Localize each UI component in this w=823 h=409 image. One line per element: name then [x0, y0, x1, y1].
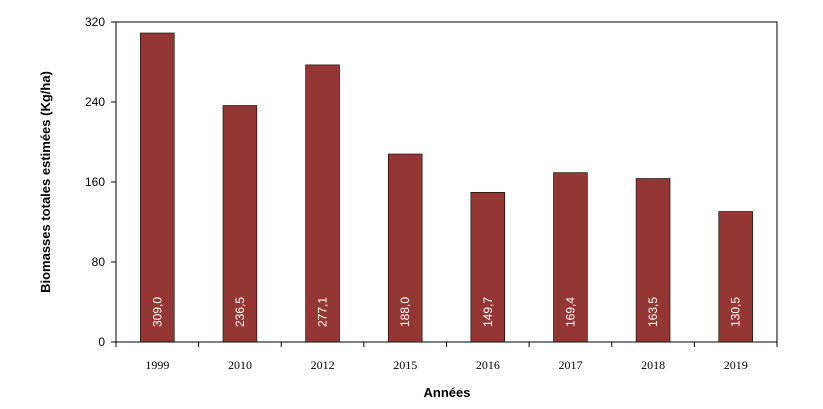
bar	[222, 105, 258, 343]
plot-area	[115, 21, 778, 343]
x-tick-label: 2018	[641, 358, 665, 372]
y-axis-title: Biomasses totales estimées (Kg/ha)	[38, 71, 53, 293]
data-labels: 309,0 236,5 277,1 188,0 149,7 169,4 163,5 130,5	[150, 297, 742, 327]
bar	[305, 64, 340, 343]
x-tick-label: 2010	[228, 358, 252, 372]
data-label: 149,7	[481, 297, 495, 327]
y-tick-label: 160	[85, 175, 105, 189]
data-label: 277,1	[316, 297, 330, 327]
bar	[718, 211, 753, 343]
data-label: 188,0	[398, 297, 412, 327]
x-tick-label: 1999	[145, 358, 169, 372]
y-tick-label: 240	[85, 95, 105, 109]
x-tick-label: 2016	[476, 358, 500, 372]
bar	[553, 172, 588, 343]
y-tick-label: 0	[98, 335, 105, 349]
x-axis-title: Années	[424, 385, 471, 400]
data-label: 309,0	[150, 297, 164, 327]
plot-frame	[115, 21, 778, 343]
y-tick-label: 80	[92, 255, 106, 269]
x-tick-label: 2019	[724, 358, 748, 372]
bar	[470, 192, 506, 343]
x-tick-label: 2017	[558, 358, 582, 372]
data-label: 130,5	[729, 297, 743, 327]
x-tick-label: 2015	[393, 358, 417, 372]
bar	[635, 178, 671, 343]
y-tick-label: 320	[85, 15, 105, 29]
x-axis: 1999 2010 2012 2015 2016 2017 2018 2019	[115, 342, 778, 372]
bar	[140, 32, 175, 343]
data-label: 236,5	[233, 297, 247, 327]
y-axis: 0 80 160 240 320	[85, 15, 116, 349]
x-tick-label: 2012	[311, 358, 335, 372]
bar	[387, 153, 423, 343]
data-label: 163,5	[646, 297, 660, 327]
bars	[140, 32, 753, 343]
data-label: 169,4	[563, 297, 577, 327]
